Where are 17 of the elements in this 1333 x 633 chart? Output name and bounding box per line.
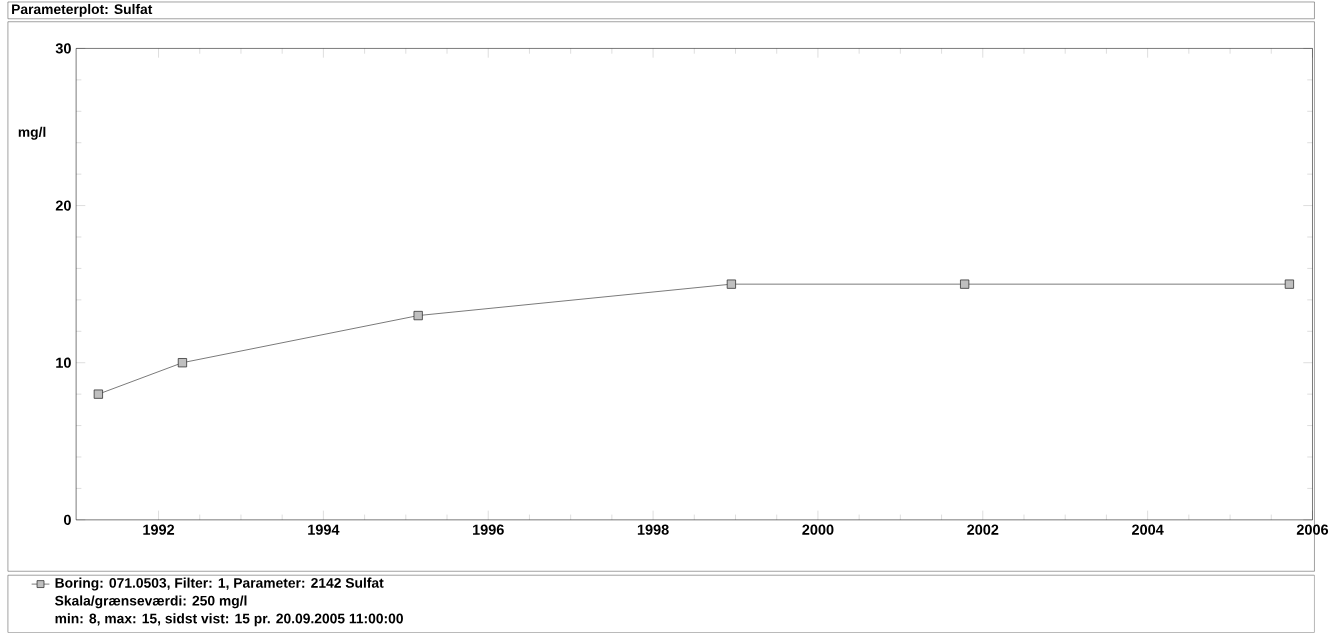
- x-tick-label: 2002: [967, 524, 999, 535]
- legend-label: Boring: 071.0503, Filter: 1, Parameter: 2142 Sulfat: [55, 577, 384, 591]
- y-tick-label: 20: [55, 200, 71, 211]
- text: min: 8, max: 15, sidst vist: 15 pr. 20.09.2005 11:00:00: [55, 613, 403, 627]
- x-tick-label: 1992: [143, 524, 175, 535]
- y-tick-label: 30: [55, 43, 71, 54]
- x-tick-label: 2006: [1296, 524, 1329, 535]
- x-tick-label: 1994: [308, 524, 340, 535]
- y-tick-label: 10: [56, 357, 71, 368]
- y-axis-title: mg/l: [18, 126, 46, 140]
- x-tick-label: 1998: [637, 524, 669, 535]
- x-tick-label: 2000: [802, 524, 834, 535]
- x-tick-label: 2004: [1132, 524, 1164, 535]
- y-tick-label: 0: [63, 514, 71, 526]
- text: Skala/grænseværdi: 250 mg/l: [55, 595, 247, 609]
- x-tick-label: 1996: [473, 524, 504, 535]
- chart-title: Parameterplot: Sulfat: [12, 4, 153, 17]
